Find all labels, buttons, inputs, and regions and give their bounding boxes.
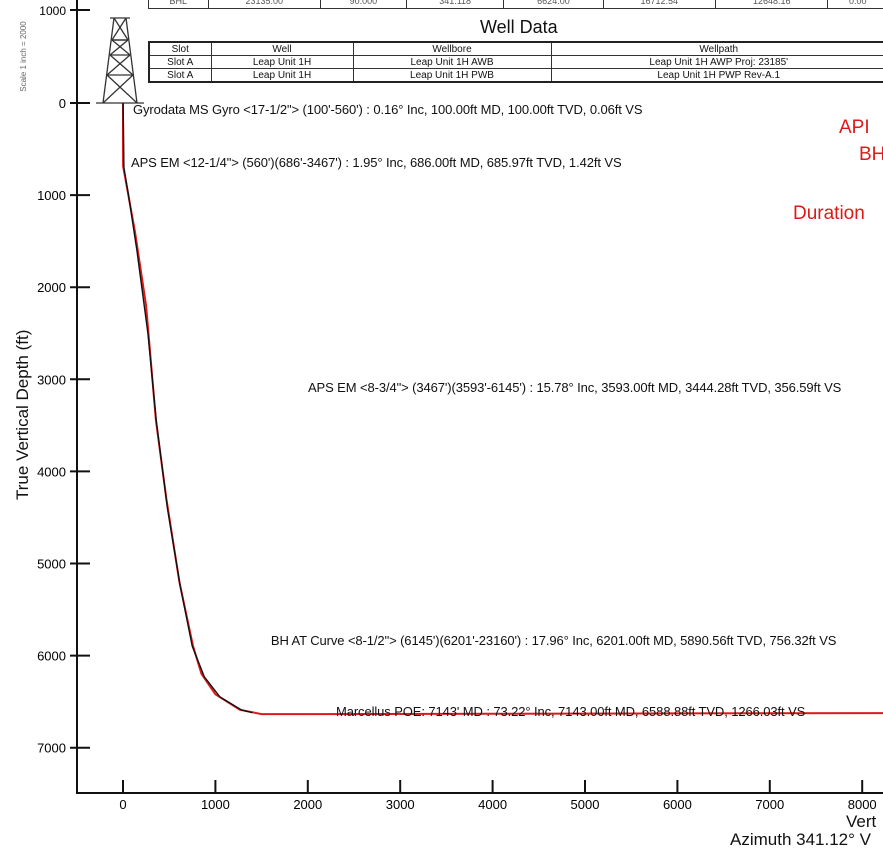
x-tick-label: 1000 [201,797,230,812]
y-tick-label: 3000 [37,372,66,387]
survey-annotation: Marcellus POE: 7143' MD : 73.22° Inc, 71… [335,703,806,719]
y-tick-label: 2000 [37,280,66,295]
x-tick-label: 0 [119,797,126,812]
x-tick-label: 8000 [848,797,877,812]
right-label-api: API [839,117,870,138]
right-label-bh: BH [859,144,883,165]
x-tick-label: 4000 [478,797,507,812]
y-tick-label: 0 [59,96,66,111]
y-tick-label: 1000 [39,4,66,18]
survey-annotation: Gyrodata MS Gyro <17-1/2"> (100'-560') :… [133,102,643,118]
well-data-cell: Leap Unit 1H AWP Proj: 23185' [550,55,883,69]
x-tick-label: 5000 [571,797,600,812]
y-tick-label: 5000 [37,557,66,572]
azimuth-label: Azimuth 341.12° V [730,830,871,849]
well-data-cell: Leap Unit 1H [210,68,354,83]
top-row-cell: 0.00 [827,0,883,9]
top-row-cell: 23135.00 [207,0,321,9]
survey-annotation: APS EM <8-3/4"> (3467')(3593'-6145') : 1… [307,380,842,396]
x-tick-label: 6000 [663,797,692,812]
x-axis-label: Vert [846,812,877,831]
y-tick-label: 4000 [37,464,66,479]
well-data-cell: Leap Unit 1H PWP Rev-A.1 [550,68,883,83]
y-tick-label: 7000 [37,741,66,756]
top-row-cell: 12648.16 [714,0,829,9]
x-tick-label: 2000 [293,797,322,812]
well-data-table: Slot Well Wellbore Wellpath Slot A Leap Unit… [148,41,883,83]
x-tick-label: 3000 [386,797,415,812]
wellpath-actual-line [122,102,253,714]
well-data-row: Slot A Leap Unit 1H Leap Unit 1H PWB Leap U… [148,68,883,83]
right-label-duration: Duration [793,203,865,224]
top-row-cell: 341.118 [405,0,505,9]
x-tick-label: 7000 [755,797,784,812]
well-data-title: Well Data [480,17,558,37]
top-partial-table: BHL 23135.00 90.000 341.118 6624.00 16712.54 1… [148,0,883,9]
y-tick-label: 1000 [37,188,66,203]
well-data-cell: Leap Unit 1H [210,55,354,69]
well-data-row: Slot A Leap Unit 1H Leap Unit 1H AWB Leap U… [148,55,883,69]
y-tick-label: 6000 [37,649,66,664]
survey-annotation: APS EM <12-1/4"> (560')(686'-3467') : 1.… [131,155,622,171]
derrick-icon [96,17,144,104]
survey-annotation: BH AT Curve <8-1/2"> (6145')(6201'-23160… [270,632,837,648]
wellpath-plan-line [122,103,883,716]
